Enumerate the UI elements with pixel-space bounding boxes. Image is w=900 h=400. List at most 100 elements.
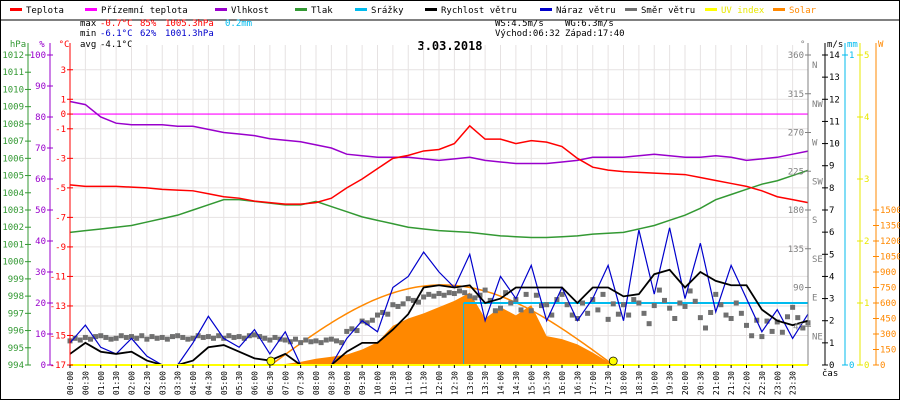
- uv-axis-tick-label: 4: [864, 113, 869, 123]
- x-tick-label: 04:00: [189, 371, 198, 395]
- wind-dir-point: [380, 309, 386, 315]
- wind-dir-point: [718, 302, 724, 308]
- wind-dir-point: [697, 315, 703, 321]
- hpa-axis-tick-label: 1005: [2, 172, 24, 182]
- solar-axis-tick-label: 1200: [880, 237, 900, 247]
- wind-dir-point: [580, 300, 585, 306]
- wind-dir-point: [672, 316, 678, 321]
- wind-dir-point: [129, 334, 134, 340]
- x-tick-label: 15:30: [543, 371, 552, 395]
- x-tick-label: 12:30: [450, 371, 459, 395]
- legend-swatch-8: [705, 8, 717, 11]
- wind-dir-point: [272, 334, 278, 340]
- solar-axis-tick-label: 900: [880, 268, 896, 278]
- wind-dir-point: [216, 333, 222, 339]
- x-tick-label: 03:00: [158, 371, 167, 395]
- wind-dir-point: [180, 334, 186, 340]
- dir-axis-dir-label: SE: [812, 255, 823, 265]
- stat-max-2: 85%: [140, 19, 157, 29]
- wind-dir-point: [595, 307, 601, 313]
- wind-dir-point: [88, 336, 93, 342]
- stat-min-0: min: [80, 29, 96, 39]
- wind-dir-point: [108, 336, 114, 342]
- dir-axis-dir-label: S: [812, 216, 817, 226]
- x-tick-label: 17:30: [604, 371, 613, 395]
- humidity-axis-tick-label: 70: [35, 144, 46, 154]
- hpa-axis-tick-label: 1007: [2, 137, 24, 147]
- x-tick-label: 10:30: [389, 371, 398, 395]
- x-tick-label: 11:00: [404, 371, 413, 395]
- wind-dir-point: [487, 297, 493, 303]
- x-tick-label: 18:00: [620, 371, 629, 395]
- temp-axis-tick-label: -3: [55, 154, 66, 164]
- uv-axis-tick-label: 0: [864, 361, 869, 371]
- wind-speed-line: [69, 268, 809, 366]
- hpa-axis-tick-label: 1009: [2, 103, 24, 113]
- wind-dir-point: [785, 314, 790, 320]
- x-tick-label: 00:30: [81, 371, 90, 395]
- legend-swatch-7: [625, 8, 637, 11]
- wind-dir-point: [364, 320, 370, 326]
- wind-dir-point: [467, 293, 473, 299]
- dir-axis-dir-label: NE: [812, 332, 823, 342]
- wind-dir-point: [175, 333, 181, 339]
- legend-label-7: Směr větru: [641, 6, 695, 16]
- dir-axis-tick-label: 135: [788, 245, 804, 255]
- wind-dir-point: [569, 312, 575, 318]
- wind-dir-point: [395, 303, 401, 309]
- temp-axis-tick-label: -5: [55, 184, 66, 194]
- wind-dir-point: [436, 291, 442, 297]
- wind-dir-point: [390, 302, 396, 308]
- solar-axis-tick-label: 300: [880, 330, 896, 340]
- legend-swatch-4: [355, 8, 367, 11]
- x-tick-label: 07:00: [281, 371, 290, 395]
- x-tick-label: 03:30: [174, 371, 183, 395]
- stat-min-2: 62%: [140, 29, 157, 39]
- dir-axis-tick-label: 270: [788, 129, 804, 139]
- x-tick-label: 19:30: [666, 371, 675, 395]
- wind-dir-point: [241, 335, 247, 341]
- wind-dir-point: [564, 302, 570, 308]
- wind-dir-point: [703, 325, 708, 331]
- temp-axis-tick-label: -1: [55, 125, 66, 135]
- wind-dir-point: [416, 299, 421, 305]
- wind-axis-tick-label: 13: [829, 73, 840, 83]
- solar-area: [70, 292, 808, 365]
- wind-dir-point: [451, 291, 457, 297]
- solar-axis-tick-label: 1350: [880, 222, 900, 232]
- x-tick-label: 15:00: [527, 371, 536, 395]
- dir-axis-tick-label: 225: [788, 167, 804, 177]
- legend-swatch-0: [10, 8, 22, 11]
- temp-axis-tick-label: -13: [50, 302, 66, 312]
- x-tick-label: 16:00: [558, 371, 567, 395]
- wind-dir-point: [421, 294, 427, 300]
- uv-axis-tick-label: 2: [864, 237, 869, 247]
- wind-dir-point: [267, 337, 273, 343]
- x-tick-label: 00:00: [66, 371, 75, 395]
- wind-dir-point: [503, 290, 509, 296]
- wind-dir-point: [462, 290, 468, 296]
- wind-dir-point: [728, 316, 734, 321]
- dir-axis-tick-label: 90: [793, 284, 804, 294]
- hpa-axis-tick-label: 1000: [2, 258, 24, 268]
- wind-dir-point: [779, 329, 785, 335]
- wind-dir-point: [795, 315, 801, 321]
- wind-dir-point: [667, 305, 673, 311]
- wind-dir-point: [134, 335, 140, 341]
- x-tick-label: 06:30: [266, 371, 275, 395]
- wind-dir-point: [708, 309, 714, 315]
- dir-axis-tick-label: 45: [793, 322, 804, 332]
- solar-axis-tick-label: 150: [880, 346, 896, 356]
- legend-swatch-6: [540, 8, 552, 11]
- x-tick-label: 18:30: [635, 371, 644, 395]
- wind-dir-point: [339, 340, 345, 346]
- wind-dir-point: [226, 333, 232, 339]
- solar-axis-tick-label: 1050: [880, 253, 900, 263]
- x-tick-label: 19:00: [650, 371, 659, 395]
- x-tick-label: 22:00: [743, 371, 752, 395]
- wind-dir-point: [144, 336, 150, 342]
- humidity-line: [69, 100, 809, 165]
- wind-dir-point: [205, 334, 211, 340]
- hpa-axis-tick-label: 996: [8, 327, 24, 337]
- wind-axis-tick-label: 2: [829, 317, 834, 327]
